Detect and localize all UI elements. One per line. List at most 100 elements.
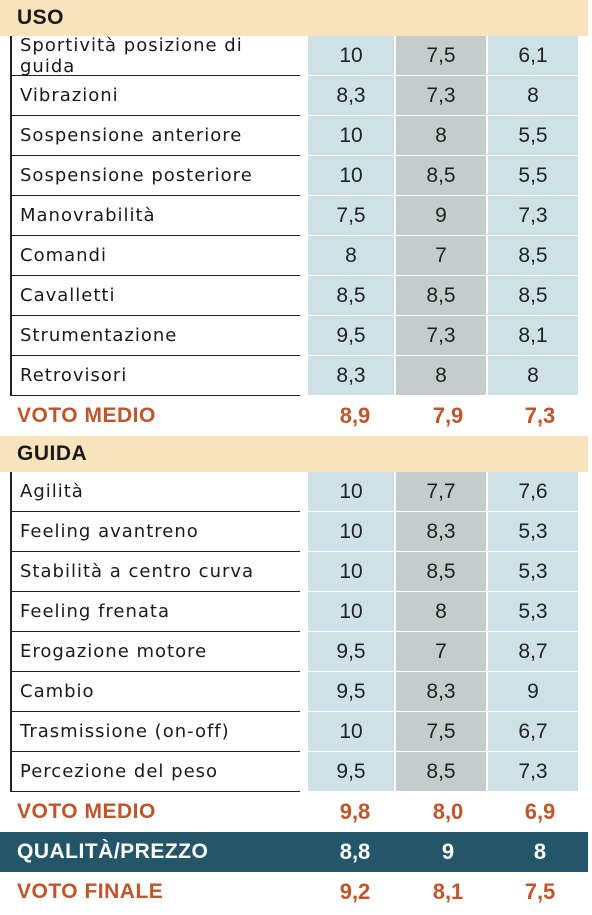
average-label: VOTO MEDIO xyxy=(17,800,156,823)
row-value-3: 6,1 xyxy=(486,36,578,76)
final-score-value-2: 8,1 xyxy=(432,879,464,904)
row-value-3: 5,3 xyxy=(486,592,578,632)
guida-rows: Agilità 10 7,7 7,6 Feeling avantreno 10 8,3 5,3… xyxy=(0,472,588,792)
table-row: Cambio 9,5 8,3 9 xyxy=(0,672,588,712)
quality-price-value-3: 8 xyxy=(533,839,547,864)
row-value-1: 10 xyxy=(300,592,394,632)
row-value-2: 8 xyxy=(394,356,486,396)
row-value-1: 7,5 xyxy=(300,196,394,236)
row-value-3: 8,5 xyxy=(486,236,578,276)
row-label: Cambio xyxy=(10,672,300,712)
row-value-3: 5,3 xyxy=(486,552,578,592)
average-value-1: 8,9 xyxy=(339,403,371,428)
row-label: Sportività posizione di guida xyxy=(10,35,300,77)
row-value-2: 7,3 xyxy=(394,316,486,356)
row-label: Erogazione motore xyxy=(10,632,300,672)
uso-rows: Sportività posizione di guida 10 7,5 6,1 Vib… xyxy=(0,35,588,396)
table-row: Sportività posizione di guida 10 7,5 6,1 xyxy=(0,35,588,77)
row-label: Vibrazioni xyxy=(10,76,300,116)
row-value-3: 8 xyxy=(486,356,578,396)
section-header-uso: USO xyxy=(0,0,588,36)
row-label: Cavalletti xyxy=(10,276,300,316)
table-row: Agilità 10 7,7 7,6 xyxy=(0,472,588,512)
table-row: Sospensione posteriore 10 8,5 5,5 xyxy=(0,156,588,196)
uso-average-row: VOTO MEDIO 8,9 7,9 7,3 xyxy=(0,396,588,436)
final-score-label: VOTO FINALE xyxy=(17,880,164,903)
row-label: Feeling avantreno xyxy=(10,512,300,552)
row-value-3: 7,3 xyxy=(486,196,578,236)
table-row: Retrovisori 8,3 8 8 xyxy=(0,356,588,396)
row-value-3: 8,7 xyxy=(486,632,578,672)
final-score-value-1: 9,2 xyxy=(339,879,371,904)
row-label: Sospensione anteriore xyxy=(10,116,300,156)
section-title: USO xyxy=(17,6,65,29)
row-value-1: 10 xyxy=(300,472,394,512)
row-value-1: 8,5 xyxy=(300,276,394,316)
row-value-2: 8,5 xyxy=(394,156,486,196)
row-value-2: 9 xyxy=(394,196,486,236)
row-value-2: 8 xyxy=(394,116,486,156)
quality-price-value-2: 9 xyxy=(441,839,455,864)
row-value-1: 10 xyxy=(300,712,394,752)
row-value-1: 10 xyxy=(300,116,394,156)
row-value-1: 9,5 xyxy=(300,672,394,712)
table-row: Feeling frenata 10 8 5,3 xyxy=(0,592,588,632)
row-label: Strumentazione xyxy=(10,316,300,356)
row-value-2: 7,7 xyxy=(394,472,486,512)
table-row: Erogazione motore 9,5 7 8,7 xyxy=(0,632,588,672)
row-value-1: 9,5 xyxy=(300,752,394,792)
row-label: Manovrabilità xyxy=(10,196,300,236)
row-value-3: 5,5 xyxy=(486,156,578,196)
row-value-1: 8,3 xyxy=(300,76,394,116)
table-row: Vibrazioni 8,3 7,3 8 xyxy=(0,76,588,116)
guida-average-row: VOTO MEDIO 9,8 8,0 6,9 xyxy=(0,792,588,832)
row-label: Percezione del peso xyxy=(10,752,300,792)
row-value-2: 8 xyxy=(394,592,486,632)
row-value-2: 8,3 xyxy=(394,512,486,552)
average-value-2: 7,9 xyxy=(432,403,464,428)
table-row: Cavalletti 8,5 8,5 8,5 xyxy=(0,276,588,316)
row-label: Sospensione posteriore xyxy=(10,156,300,196)
row-value-3: 5,3 xyxy=(486,512,578,552)
table-row: Percezione del peso 9,5 8,5 7,3 xyxy=(0,752,588,792)
table-row: Sospensione anteriore 10 8 5,5 xyxy=(0,116,588,156)
average-value-2: 8,0 xyxy=(432,799,464,824)
row-value-2: 7,3 xyxy=(394,76,486,116)
final-score-row: VOTO FINALE 9,2 8,1 7,5 xyxy=(0,872,588,912)
row-value-3: 8 xyxy=(486,76,578,116)
row-value-2: 8,5 xyxy=(394,752,486,792)
row-label: Feeling frenata xyxy=(10,592,300,632)
row-value-3: 7,6 xyxy=(486,472,578,512)
row-value-2: 7 xyxy=(394,236,486,276)
table-row: Feeling avantreno 10 8,3 5,3 xyxy=(0,512,588,552)
row-label: Comandi xyxy=(10,236,300,276)
row-value-3: 8,5 xyxy=(486,276,578,316)
quality-price-value-1: 8,8 xyxy=(339,839,371,864)
row-value-3: 9 xyxy=(486,672,578,712)
row-value-2: 8,3 xyxy=(394,672,486,712)
row-value-1: 10 xyxy=(300,36,394,76)
quality-price-row: QUALITÀ/PREZZO 8,8 9 8 xyxy=(0,832,588,872)
row-value-1: 9,5 xyxy=(300,632,394,672)
row-label: Retrovisori xyxy=(10,356,300,396)
row-value-1: 10 xyxy=(300,512,394,552)
row-value-3: 7,3 xyxy=(486,752,578,792)
row-value-2: 7,5 xyxy=(394,36,486,76)
average-value-3: 7,3 xyxy=(524,403,556,428)
row-label: Stabilità a centro curva xyxy=(10,552,300,592)
average-value-1: 9,8 xyxy=(339,799,371,824)
average-value-3: 6,9 xyxy=(524,799,556,824)
row-label: Trasmissione (on-off) xyxy=(10,712,300,752)
table-row: Stabilità a centro curva 10 8,5 5,3 xyxy=(0,552,588,592)
row-label: Agilità xyxy=(10,472,300,512)
quality-price-label: QUALITÀ/PREZZO xyxy=(17,840,209,863)
row-value-2: 8,5 xyxy=(394,552,486,592)
row-value-1: 9,5 xyxy=(300,316,394,356)
row-value-3: 6,7 xyxy=(486,712,578,752)
row-value-2: 7 xyxy=(394,632,486,672)
row-value-3: 8,1 xyxy=(486,316,578,356)
row-value-2: 8,5 xyxy=(394,276,486,316)
table-row: Trasmissione (on-off) 10 7,5 6,7 xyxy=(0,712,588,752)
section-title: GUIDA xyxy=(17,442,88,465)
